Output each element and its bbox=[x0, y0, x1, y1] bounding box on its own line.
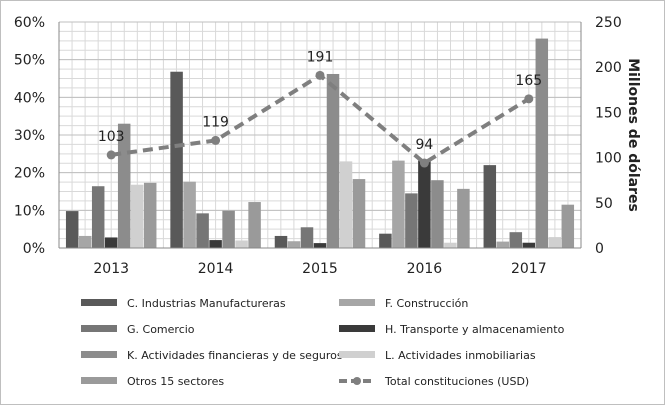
y-left-tick-label: 60% bbox=[14, 15, 45, 31]
y-right-tick-label: 0 bbox=[595, 241, 604, 257]
bar bbox=[457, 188, 470, 248]
bar bbox=[196, 213, 209, 248]
x-tick-label: 2015 bbox=[302, 261, 338, 277]
x-tick-label: 2017 bbox=[511, 261, 547, 277]
bar bbox=[274, 235, 288, 248]
bar bbox=[130, 184, 144, 248]
bar bbox=[379, 233, 392, 248]
line-point bbox=[315, 70, 325, 80]
bar bbox=[561, 204, 575, 248]
bar bbox=[183, 181, 196, 248]
bar bbox=[248, 202, 261, 248]
bar bbox=[235, 240, 248, 248]
bar bbox=[496, 241, 510, 248]
y-left-tick-label: 20% bbox=[14, 166, 45, 182]
bar bbox=[287, 241, 301, 248]
line-data-label: 94 bbox=[415, 137, 433, 153]
bar bbox=[405, 193, 418, 248]
legend-label: K. Actividades financieras y de seguros bbox=[127, 349, 343, 362]
legend-swatch bbox=[339, 325, 375, 332]
y-right-tick-label: 200 bbox=[595, 60, 622, 76]
legend-swatch-marker bbox=[353, 377, 361, 385]
bar bbox=[78, 235, 92, 248]
x-tick-label: 2014 bbox=[198, 261, 234, 277]
line-data-label: 103 bbox=[98, 129, 125, 145]
bar bbox=[535, 38, 549, 248]
y-left-tick-label: 0% bbox=[23, 241, 45, 257]
legend-swatch bbox=[81, 299, 117, 306]
bar bbox=[352, 179, 366, 248]
bar bbox=[418, 160, 431, 248]
y-right-tick-label: 250 bbox=[595, 15, 622, 31]
legend-swatch bbox=[81, 325, 117, 332]
legend-label: Total constituciones (USD) bbox=[384, 375, 529, 388]
bar bbox=[65, 211, 79, 248]
bar bbox=[392, 160, 405, 248]
legend-label: H. Transporte y almacenamiento bbox=[385, 323, 565, 336]
legend-swatch bbox=[339, 299, 375, 306]
bar bbox=[91, 186, 105, 248]
bar bbox=[300, 227, 314, 248]
bar bbox=[209, 240, 222, 248]
legend-label: L. Actividades inmobiliarias bbox=[385, 349, 536, 362]
y-left-tick-label: 50% bbox=[14, 53, 45, 69]
bar bbox=[170, 71, 183, 248]
legend-label: G. Comercio bbox=[127, 323, 195, 336]
bar bbox=[326, 73, 340, 248]
line-data-label: 119 bbox=[202, 114, 229, 130]
bar bbox=[104, 237, 118, 248]
line-data-label: 191 bbox=[307, 49, 334, 65]
y-right-tick-label: 150 bbox=[595, 105, 622, 121]
y-left-tick-label: 40% bbox=[14, 90, 45, 106]
y-right-tick-label: 50 bbox=[595, 196, 613, 212]
line-point bbox=[106, 150, 116, 160]
line-point bbox=[211, 135, 221, 145]
line-point bbox=[419, 158, 429, 168]
legend-label: F. Construcción bbox=[385, 297, 468, 310]
bar bbox=[509, 232, 523, 248]
legend-swatch bbox=[81, 377, 117, 384]
bar bbox=[313, 243, 327, 248]
y-right-tick-label: 100 bbox=[595, 151, 622, 167]
bar bbox=[339, 161, 353, 248]
line-point bbox=[524, 94, 534, 104]
x-tick-label: 2013 bbox=[93, 261, 129, 277]
bar bbox=[522, 242, 536, 248]
y-right-axis-label: Millones de dólares bbox=[625, 58, 641, 212]
line-data-label: 165 bbox=[515, 73, 542, 89]
legend-swatch bbox=[339, 351, 375, 358]
x-tick-label: 2016 bbox=[407, 261, 443, 277]
bar bbox=[483, 165, 497, 248]
bar bbox=[222, 210, 235, 248]
bar bbox=[143, 182, 157, 248]
y-left-tick-label: 30% bbox=[14, 128, 45, 144]
legend-label: Otros 15 sectores bbox=[127, 375, 224, 388]
bar bbox=[444, 242, 457, 248]
bar bbox=[548, 237, 562, 248]
y-left-tick-label: 10% bbox=[14, 203, 45, 219]
legend-swatch bbox=[81, 351, 117, 358]
legend-label: C. Industrias Manufactureras bbox=[127, 297, 286, 310]
bar bbox=[431, 180, 444, 248]
